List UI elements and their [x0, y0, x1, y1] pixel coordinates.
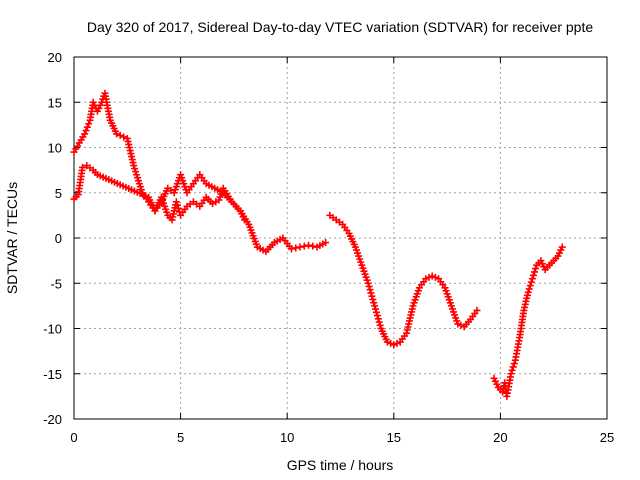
data-point-marker [372, 305, 380, 313]
data-point-marker [85, 120, 93, 128]
x-tick-label: 25 [600, 430, 614, 445]
y-tick-label: -5 [50, 276, 62, 291]
data-point-marker [425, 273, 433, 281]
data-point-marker [375, 318, 383, 326]
data-point [81, 130, 89, 138]
data-point-marker [526, 282, 534, 290]
data-point-marker [525, 285, 533, 293]
data-point-marker [374, 315, 382, 323]
data-point [383, 338, 391, 346]
data-point-marker [173, 201, 181, 209]
data-point [524, 288, 532, 296]
y-tick-label: 5 [55, 186, 62, 201]
data-point-marker [292, 244, 300, 252]
data-point [422, 275, 430, 283]
data-point-marker [300, 242, 308, 250]
data-point-marker [510, 360, 518, 368]
y-axis-label: SDTVAR / TECUs [4, 182, 20, 294]
data-point [305, 241, 313, 249]
data-point-marker [373, 312, 381, 320]
data-point-marker [509, 363, 517, 371]
axis-ticks: 0 5 10 15 20 25 -20 -15 -10 -5 0 5 10 15 20 [43, 50, 614, 445]
data-point [364, 279, 372, 287]
data-point [454, 320, 462, 328]
x-tick-label: 0 [70, 430, 77, 445]
data-point [113, 130, 121, 138]
y-tick-label: 20 [48, 50, 62, 65]
data-point [287, 245, 295, 253]
data-point-marker [365, 282, 373, 290]
data-point-marker [431, 273, 439, 281]
y-tick-label: 0 [55, 231, 62, 246]
data-point-marker [393, 339, 401, 347]
series-0 [70, 89, 330, 256]
data-point-marker [527, 278, 535, 286]
x-tick-label: 10 [280, 430, 294, 445]
data-point-marker [83, 123, 91, 131]
x-axis-label: GPS time / hours [287, 457, 394, 473]
data-point [79, 163, 87, 171]
x-tick-label: 5 [177, 430, 184, 445]
y-tick-label: -10 [43, 322, 62, 337]
data-point-marker [508, 366, 516, 374]
y-tick-label: 10 [48, 141, 62, 156]
series-2 [326, 211, 481, 349]
data-point [528, 275, 536, 283]
data-point-marker [372, 308, 380, 316]
data-point-marker [370, 299, 378, 307]
y-tick-label: -15 [43, 367, 62, 382]
data-point-marker [309, 242, 317, 250]
data-point [507, 370, 515, 378]
x-tick-label: 15 [387, 430, 401, 445]
y-tick-label: -20 [43, 412, 62, 427]
grid [74, 57, 607, 419]
data-point [473, 306, 481, 314]
data-point-marker [174, 205, 182, 213]
data-point-marker [387, 339, 395, 347]
data-point-marker [532, 265, 540, 273]
data-point-marker [82, 127, 90, 135]
data-point [371, 302, 379, 310]
data-point [390, 341, 398, 349]
x-tick-label: 20 [493, 430, 507, 445]
data-point-marker [367, 289, 375, 297]
data-point [558, 243, 566, 251]
data-point-marker [369, 295, 377, 303]
data-point [296, 243, 304, 251]
series-1 [70, 162, 249, 224]
data-point-marker [366, 286, 374, 294]
data-point-marker [116, 131, 124, 139]
data-series [70, 89, 566, 400]
series-3 [490, 243, 566, 400]
data-point [428, 272, 436, 280]
y-tick-label: 15 [48, 95, 62, 110]
data-point [322, 239, 330, 247]
data-point-marker [529, 271, 537, 279]
data-point-marker [368, 292, 376, 300]
data-point-marker [376, 321, 384, 329]
data-point-marker [120, 133, 128, 141]
data-point-marker [457, 321, 465, 329]
data-point-marker [531, 268, 539, 276]
chart-title: Day 320 of 2017, Sidereal Day-to-day VTE… [87, 19, 594, 35]
data-point [172, 198, 180, 206]
data-point [241, 216, 249, 224]
